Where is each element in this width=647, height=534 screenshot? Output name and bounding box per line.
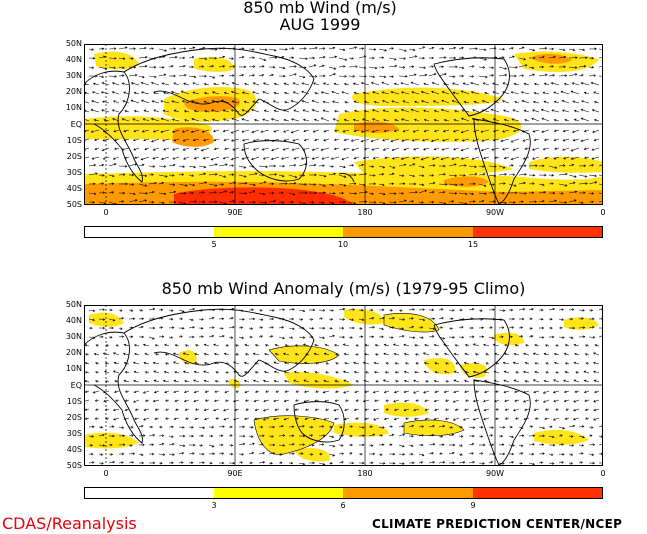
top-lat-label: 30S	[66, 167, 82, 177]
top-lat-label: 20S	[66, 151, 82, 161]
top-coastlines	[84, 47, 531, 205]
bottom-lat-label: 20N	[65, 348, 82, 358]
top-lon-label: 0	[103, 208, 109, 217]
top-lon-label: 90E	[227, 208, 243, 217]
bottom-lat-label: 40N	[65, 316, 82, 326]
top-colorbar-label-5: 5	[211, 240, 217, 249]
bottom-contours	[253, 313, 465, 456]
bottom-wind-anomaly-vectors	[84, 307, 603, 466]
top-lon-label: 90W	[485, 208, 505, 217]
top-colorbar-label-10: 10	[337, 240, 349, 249]
top-title-line2: AUG 1999	[279, 15, 361, 34]
top-lat-label: 40N	[65, 55, 82, 65]
top-lat-label: 20N	[65, 87, 82, 97]
bottom-lat-label: 10N	[65, 364, 82, 374]
top-lon-label: 180	[357, 208, 373, 217]
bottom-title: 850 mb Wind Anomaly (m/s) (1979-95 Climo…	[161, 279, 526, 298]
bottom-lat-label: EQ	[70, 380, 82, 390]
top-lat-label: 40S	[66, 183, 82, 193]
bottom-lat-label: 50N	[65, 300, 82, 309]
top-lat-label: 10N	[65, 103, 82, 113]
footer-agency-label: CLIMATE PREDICTION CENTER/NCEP	[372, 517, 623, 531]
bottom-lat-label: 10S	[66, 396, 82, 406]
bottom-lon-label: 180	[357, 469, 373, 478]
footer-source-label: CDAS/Reanalysis	[2, 514, 137, 533]
bottom-lon-label: 0	[103, 469, 109, 478]
top-lat-label: 10S	[66, 135, 82, 145]
bottom-anomaly-shading	[84, 309, 599, 462]
bottom-colorbar-label-3: 3	[211, 501, 217, 510]
bottom-lon-label: 90W	[485, 469, 505, 478]
bottom-lat-label: 20S	[66, 412, 82, 422]
top-lat-label: EQ	[70, 119, 82, 129]
top-title-line1: 850 mb Wind (m/s)	[243, 0, 397, 17]
top-lat-label: 50N	[65, 39, 82, 48]
bottom-lat-label: 40S	[66, 444, 82, 454]
top-colorbar-label-15: 15	[467, 240, 479, 249]
bottom-colorbar-label-6: 6	[340, 501, 346, 510]
bottom-colorbar	[84, 487, 603, 499]
bottom-map	[84, 305, 603, 466]
top-lon-label: 0	[600, 208, 606, 217]
bottom-lon-label: 90E	[227, 469, 243, 478]
top-lat-label: 50S	[66, 200, 82, 209]
bottom-gridlines	[84, 305, 603, 466]
bottom-lat-label: 50S	[66, 461, 82, 470]
bottom-coastlines	[84, 308, 531, 466]
top-map	[84, 44, 603, 205]
bottom-lat-label: 30S	[66, 428, 82, 438]
top-colorbar	[84, 226, 603, 238]
bottom-lat-label: 30N	[65, 332, 82, 342]
bottom-colorbar-label-9: 9	[470, 501, 476, 510]
top-gridlines	[84, 44, 603, 205]
bottom-lon-label: 0	[600, 469, 606, 478]
top-wind-vectors	[84, 46, 603, 205]
top-lat-label: 30N	[65, 71, 82, 81]
